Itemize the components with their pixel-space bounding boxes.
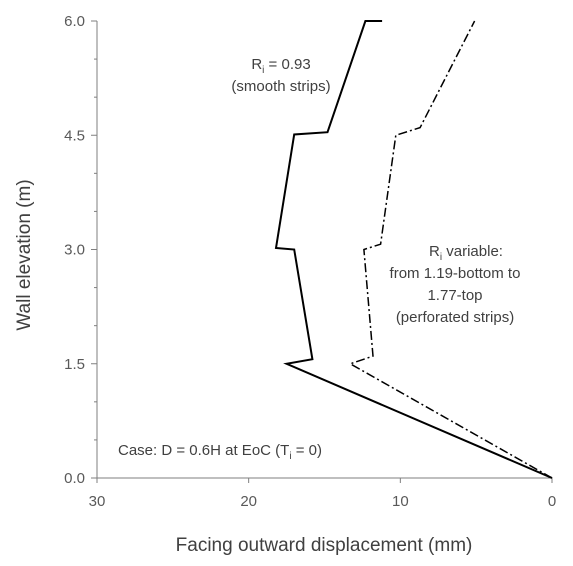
y-tick-label: 6.0: [64, 13, 85, 30]
x-tick-label: 30: [89, 493, 106, 510]
annotation-perforated-line2: from 1.19-bottom to: [390, 265, 521, 282]
x-tick-label: 20: [240, 493, 257, 510]
annotation-case: Case: D = 0.6H at EoC (Ti = 0): [118, 442, 322, 462]
y-tick-label: 1.5: [64, 356, 85, 373]
y-ticks: 0.0 1.5 3.0 4.5 6.0: [64, 13, 97, 487]
annotation-case-prefix: Case: D = 0.6H at EoC (T: [118, 442, 289, 459]
x-tick-label: 10: [392, 493, 409, 510]
annotation-case-sub: i: [289, 451, 291, 462]
x-axis-title: Facing outward displacement (mm): [176, 535, 473, 556]
annotation-perforated-ri: Ri variable:: [429, 243, 503, 263]
y-tick-label: 0.0: [64, 470, 85, 487]
annotation-smooth-r-sub: i: [262, 65, 264, 76]
series-group: [274, 20, 553, 479]
y-tick-label: 3.0: [64, 242, 85, 259]
y-tick-label: 4.5: [64, 127, 85, 144]
x-tick-label: 0: [548, 493, 556, 510]
plot-area: 0.0 1.5 3.0 4.5 6.0 30 20 10 0: [64, 13, 556, 510]
annotation-perforated-r-sub: i: [440, 252, 442, 263]
annotation-perforated-line4: (perforated strips): [396, 309, 514, 326]
annotation-perforated-value: variable:: [442, 243, 503, 260]
annotation-case-suffix: = 0): [292, 442, 322, 459]
series-line-perforated: [348, 20, 553, 479]
annotation-smooth-value: = 0.93: [264, 56, 310, 73]
annotation-smooth-r: R: [251, 56, 262, 73]
annotation-smooth-label: (smooth strips): [231, 78, 330, 95]
x-ticks: 30 20 10 0: [89, 478, 556, 510]
annotation-perforated-line3: 1.77-top: [427, 287, 482, 304]
annotation-smooth-ri: Ri = 0.93: [251, 56, 310, 76]
y-axis-title: Wall elevation (m): [14, 179, 35, 330]
annotation-perforated-r: R: [429, 243, 440, 260]
series-line-smooth: [274, 20, 553, 479]
